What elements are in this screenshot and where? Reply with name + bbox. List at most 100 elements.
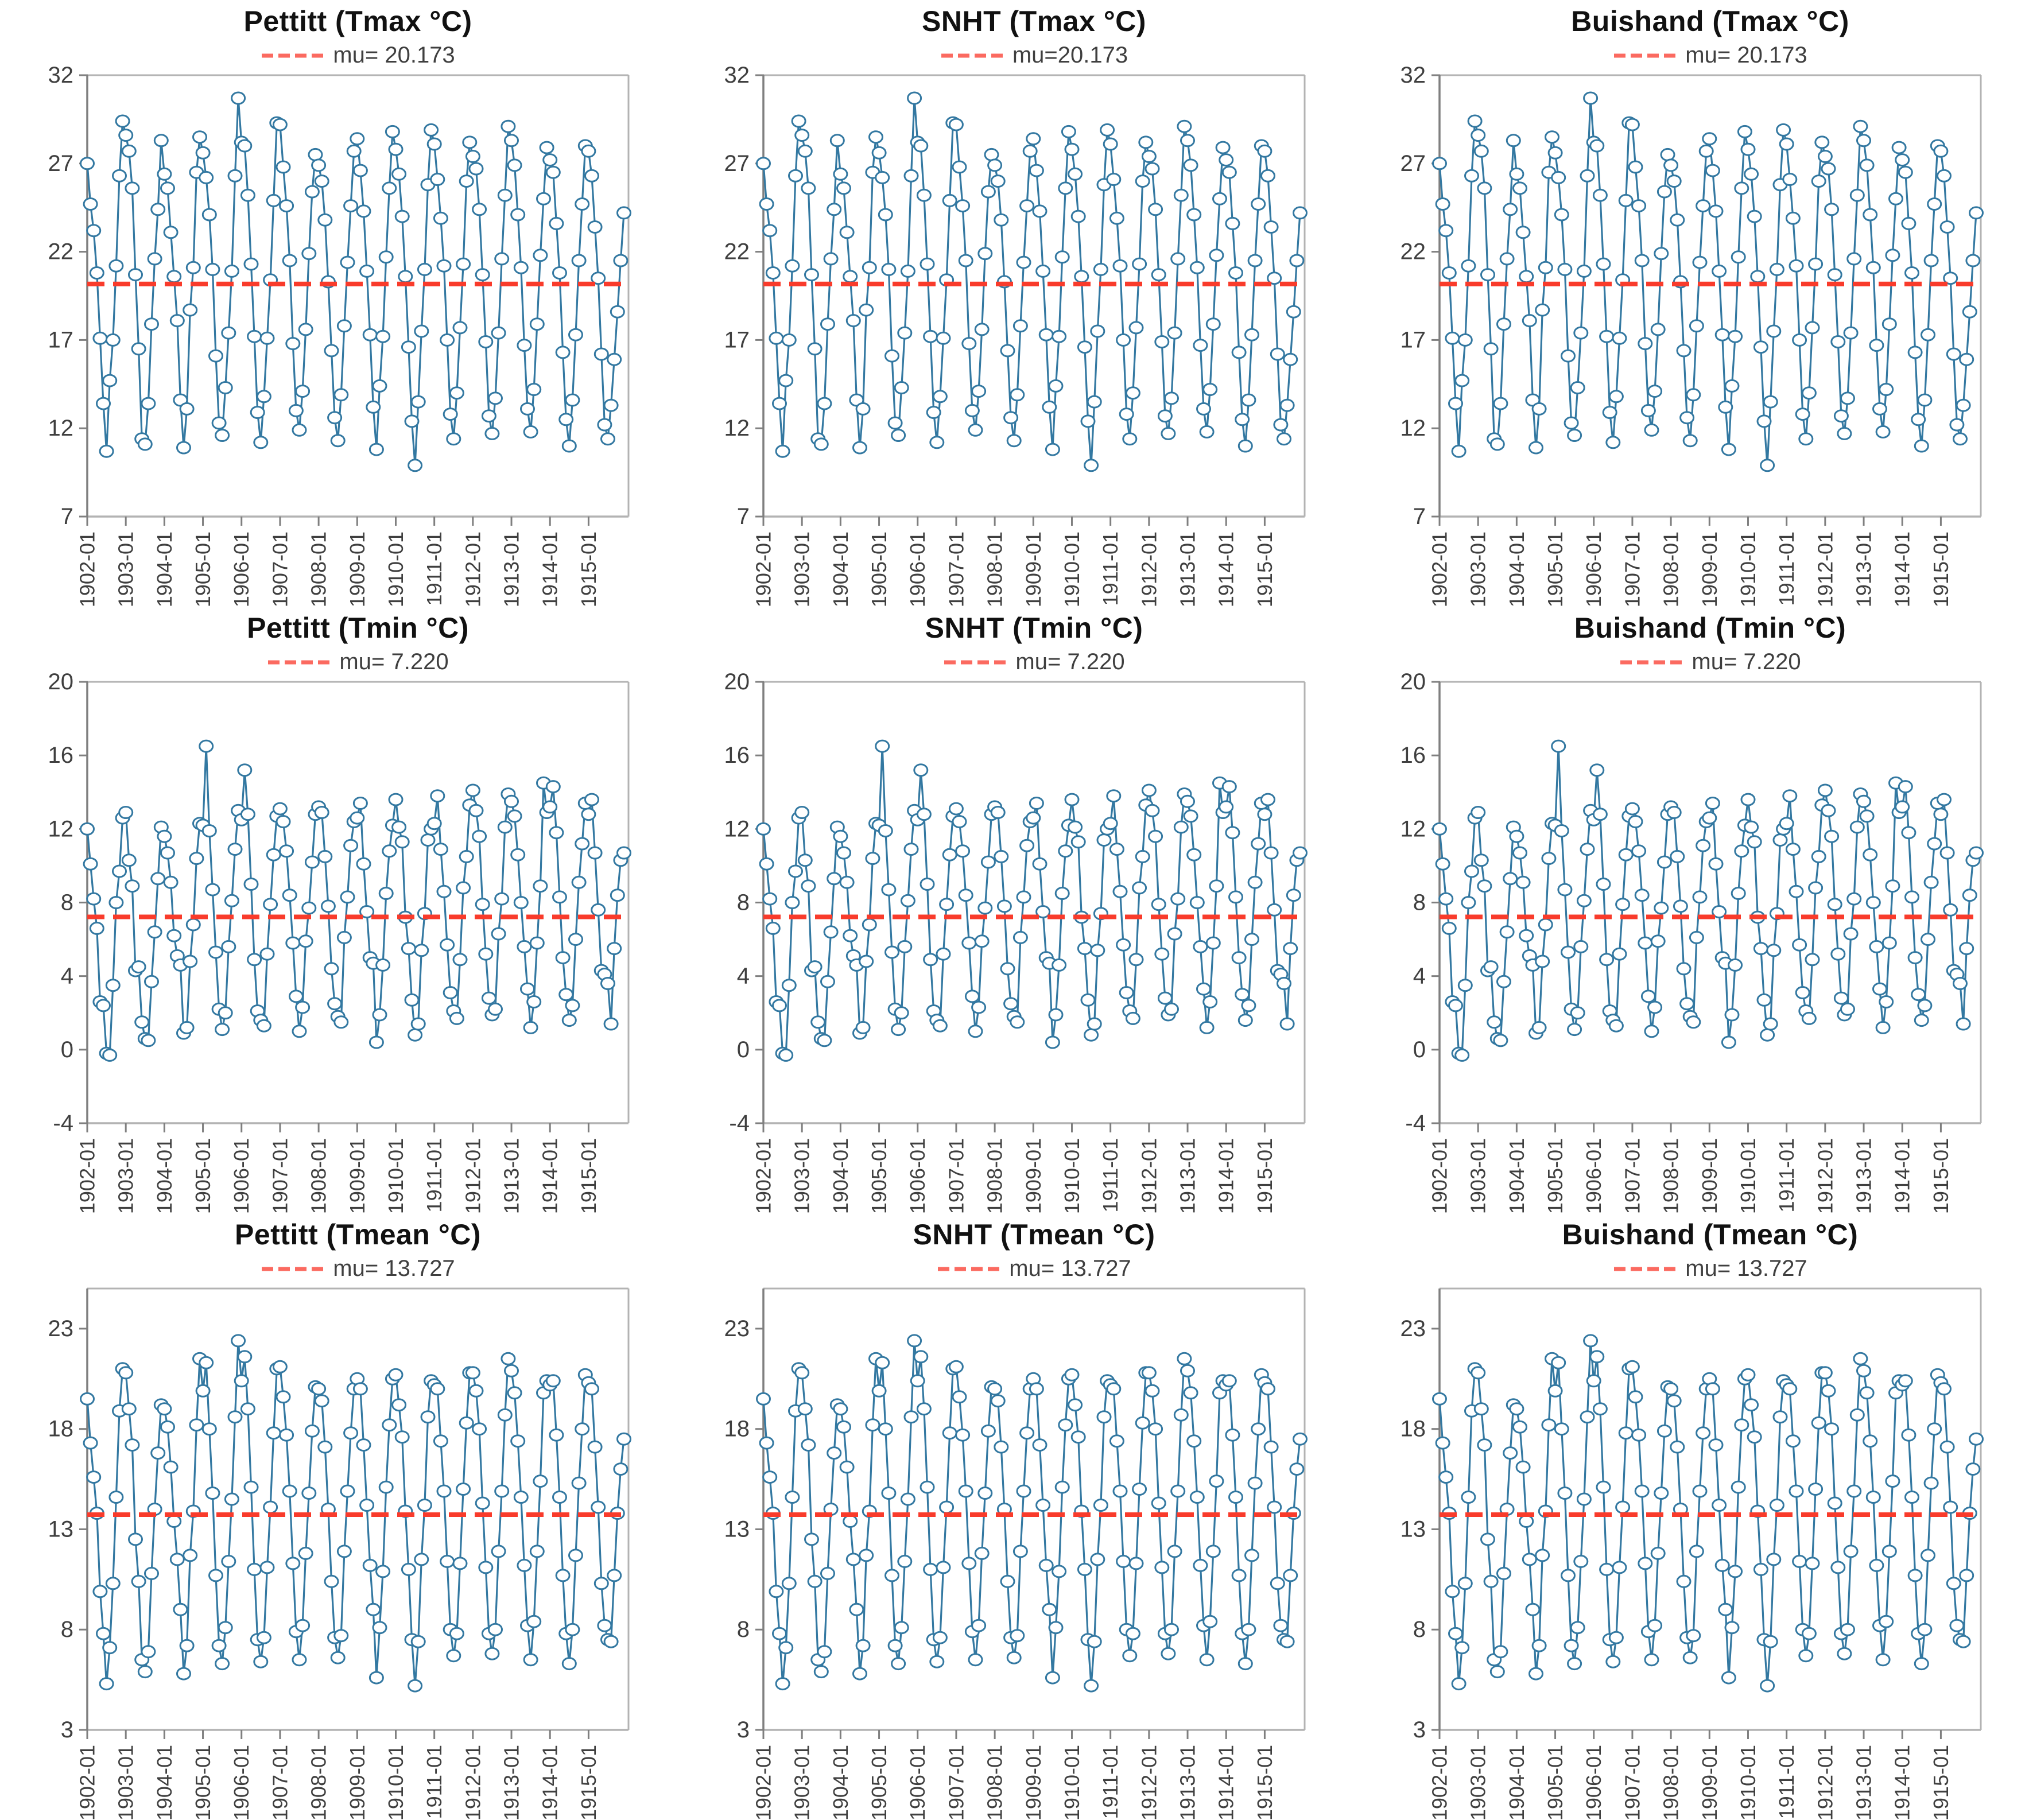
- data-point-marker: [1019, 199, 1035, 213]
- data-point-marker: [1205, 1545, 1221, 1558]
- data-point-marker: [96, 397, 111, 410]
- data-point-marker: [1904, 890, 1919, 904]
- data-point-marker: [855, 1020, 871, 1034]
- x-tick-label: 1905-01: [191, 1745, 215, 1820]
- data-point-marker: [568, 933, 583, 946]
- x-tick-label: 1906-01: [906, 531, 929, 607]
- data-point-marker: [1219, 153, 1234, 167]
- x-tick-label: 1915-01: [1929, 531, 1953, 607]
- data-point-marker: [1289, 254, 1305, 267]
- data-point-marker: [1180, 134, 1195, 148]
- data-point-marker: [240, 188, 255, 202]
- data-point-marker: [1744, 820, 1759, 834]
- data-point-marker: [1519, 270, 1534, 284]
- data-point-marker: [1939, 846, 1955, 860]
- data-point-marker: [1712, 264, 1727, 278]
- data-point-marker: [301, 901, 317, 915]
- data-point-marker: [440, 938, 455, 952]
- x-tick-label: 1908-01: [307, 531, 331, 607]
- data-point-marker: [1052, 329, 1067, 343]
- data-point-marker: [1747, 835, 1762, 849]
- data-point-marker: [533, 879, 548, 893]
- x-tick-label: 1903-01: [790, 531, 814, 607]
- data-point-marker: [443, 986, 458, 999]
- data-point-marker: [456, 881, 471, 895]
- data-point-marker: [1712, 1499, 1727, 1512]
- data-point-marker: [549, 1428, 564, 1442]
- data-point-marker: [958, 1484, 973, 1498]
- data-point-marker: [218, 1621, 233, 1635]
- chart-legend: mu= 7.220: [763, 649, 1305, 675]
- data-point-marker: [176, 1667, 191, 1681]
- data-point-marker: [1898, 780, 1913, 794]
- data-point-marker: [571, 254, 587, 267]
- chart-header: Pettitt (Tmin °C) mu= 7.220: [87, 611, 629, 675]
- data-point-marker: [1927, 837, 1942, 851]
- data-point-marker: [215, 1657, 230, 1671]
- data-point-marker: [829, 134, 845, 148]
- data-point-marker: [1221, 780, 1237, 794]
- data-point-marker: [1827, 1496, 1842, 1510]
- data-point-marker: [1634, 1484, 1650, 1498]
- data-point-marker: [1702, 132, 1717, 146]
- data-point-marker: [1869, 1558, 1884, 1572]
- data-point-marker: [1012, 930, 1028, 944]
- x-tick-label: 1912-01: [461, 1138, 484, 1213]
- data-point-marker: [201, 208, 217, 222]
- data-point-marker: [1769, 262, 1784, 276]
- data-point-marker: [1937, 1382, 1952, 1396]
- data-point-marker: [1196, 402, 1211, 416]
- data-point-marker: [526, 1615, 542, 1628]
- data-point-marker: [865, 1418, 880, 1432]
- data-point-marker: [1183, 158, 1198, 172]
- chart-title: SNHT (Tmax °C): [922, 5, 1146, 37]
- x-tick-label: 1903-01: [114, 1745, 138, 1820]
- data-point-marker: [513, 1491, 529, 1504]
- data-point-marker: [536, 192, 551, 205]
- data-point-marker: [894, 381, 909, 394]
- data-point-marker: [610, 888, 625, 902]
- data-point-marker: [862, 918, 877, 932]
- mu-value-label: mu=20.173: [1012, 42, 1128, 68]
- data-point-marker: [1016, 890, 1031, 904]
- data-point-marker: [1493, 1034, 1508, 1047]
- x-tick-label: 1915-01: [1929, 1138, 1953, 1213]
- data-point-marker: [591, 271, 606, 285]
- data-point-marker: [587, 220, 603, 234]
- data-point-marker: [1824, 203, 1840, 216]
- data-point-marker: [468, 804, 484, 817]
- data-point-marker: [430, 173, 445, 186]
- data-point-marker: [125, 181, 140, 195]
- data-point-marker: [263, 898, 278, 911]
- data-point-marker: [529, 317, 545, 331]
- data-point-marker: [1441, 921, 1457, 935]
- data-point-marker: [1154, 335, 1170, 348]
- data-point-marker: [1106, 1382, 1122, 1396]
- data-point-marker: [1151, 1496, 1166, 1510]
- series-line: [1438, 745, 1977, 1057]
- data-point-marker: [977, 1487, 993, 1500]
- data-point-marker: [1570, 1006, 1585, 1020]
- data-point-marker: [545, 780, 561, 794]
- data-point-marker: [1293, 846, 1308, 860]
- data-point-marker: [977, 247, 993, 261]
- data-point-marker: [1512, 1420, 1527, 1434]
- data-point-marker: [1084, 1028, 1099, 1042]
- data-point-marker: [1125, 1627, 1140, 1640]
- y-tick-label: -4: [1405, 1111, 1426, 1136]
- data-point-marker: [1106, 789, 1122, 803]
- data-point-marker: [298, 323, 313, 336]
- data-point-marker: [1596, 1480, 1611, 1494]
- data-point-marker: [1827, 898, 1842, 911]
- x-tick-label: 1903-01: [1467, 531, 1490, 607]
- data-point-marker: [247, 953, 262, 967]
- data-point-marker: [1061, 125, 1076, 138]
- data-point-marker: [1740, 793, 1756, 806]
- data-point-marker: [1907, 346, 1923, 359]
- data-point-marker: [475, 1496, 490, 1510]
- data-point-marker: [1199, 1653, 1215, 1667]
- data-point-marker: [199, 170, 214, 184]
- data-point-marker: [994, 1440, 1009, 1454]
- data-point-marker: [593, 1577, 609, 1590]
- y-tick-label: 27: [1400, 151, 1426, 176]
